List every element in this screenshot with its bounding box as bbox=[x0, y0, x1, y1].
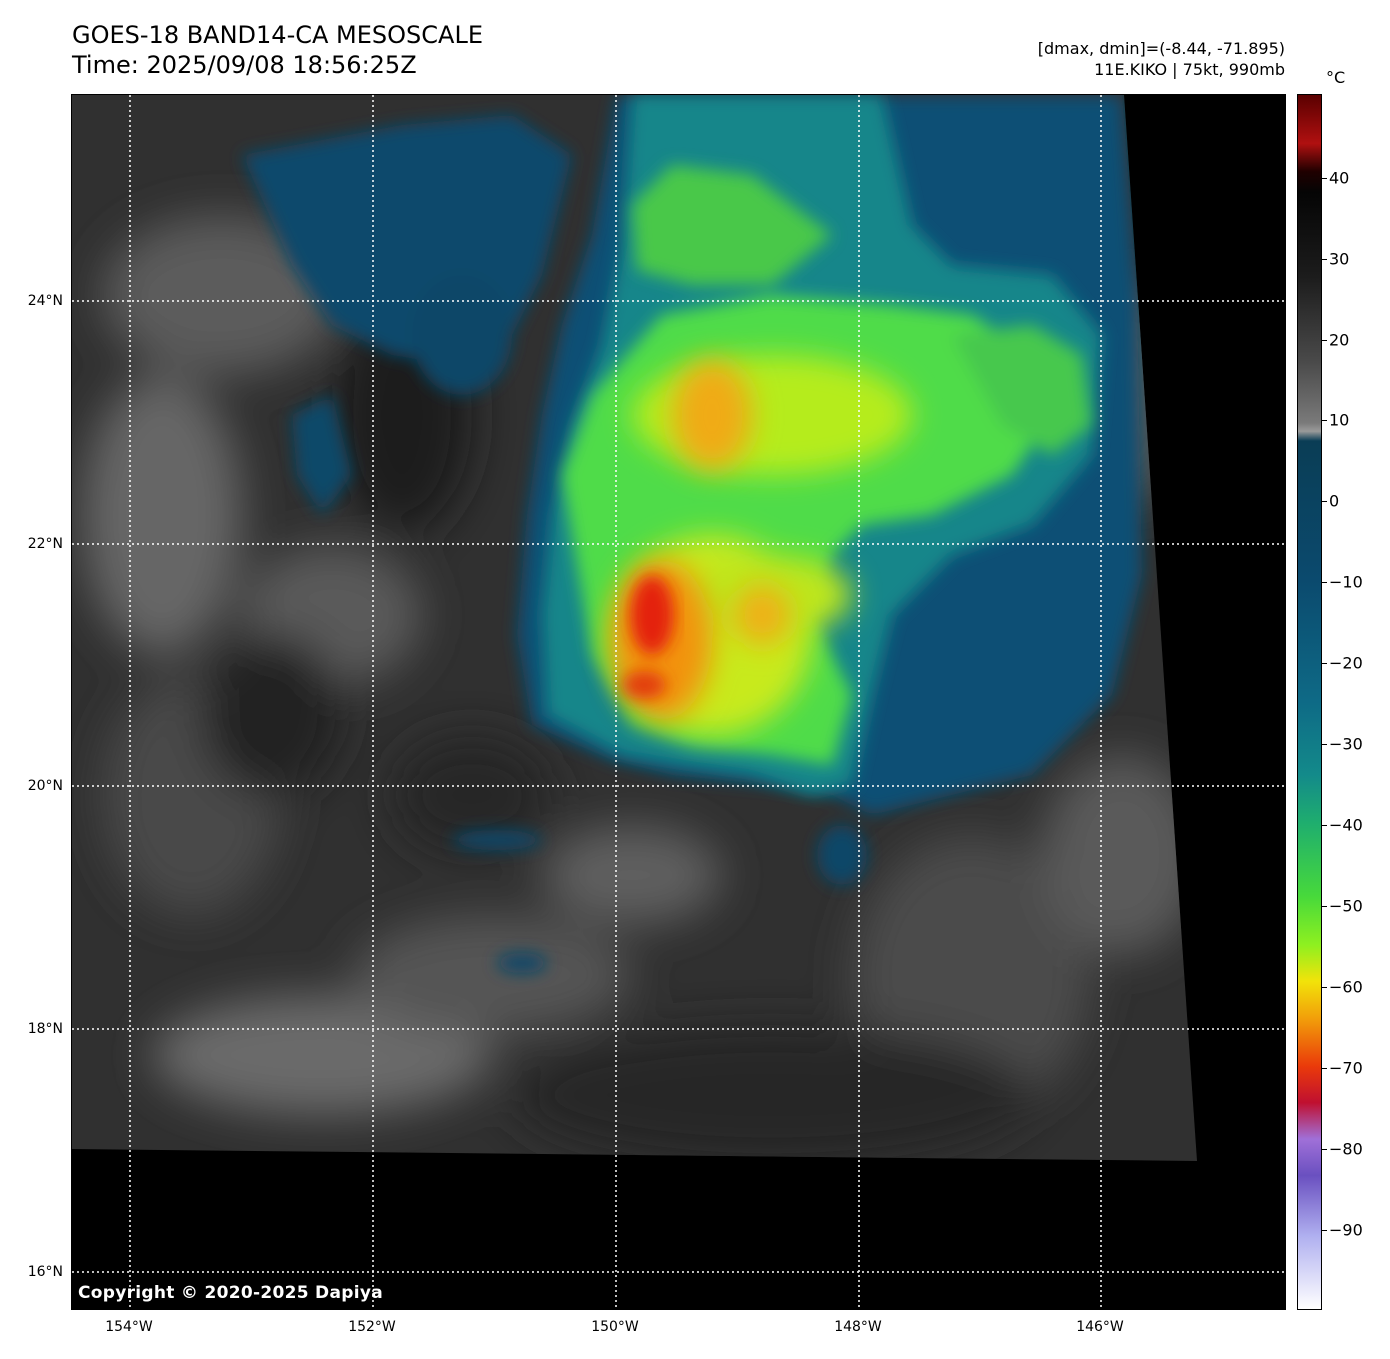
lon-label-154: 154°W bbox=[105, 1319, 153, 1335]
storm-intensity-readout: 11E.KIKO | 75kt, 990mb bbox=[1094, 60, 1285, 79]
lon-label-150: 150°W bbox=[591, 1319, 639, 1335]
colorbar-label-minus90: −90 bbox=[1329, 1220, 1363, 1240]
colorbar-tick bbox=[1322, 420, 1327, 421]
colorbar-label-minus70: −70 bbox=[1329, 1058, 1363, 1078]
lon-label-146: 146°W bbox=[1076, 1319, 1124, 1335]
colorbar-label-minus20: −20 bbox=[1329, 653, 1363, 673]
colorbar-label-minus80: −80 bbox=[1329, 1139, 1363, 1159]
colorbar-label-minus50: −50 bbox=[1329, 896, 1363, 916]
colorbar-unit: °C bbox=[1326, 68, 1346, 87]
colorbar-label-40: 40 bbox=[1329, 168, 1350, 188]
imagery-swath bbox=[72, 95, 1197, 1161]
colorbar-label-30: 30 bbox=[1329, 249, 1350, 269]
lat-label-22: 22°N bbox=[27, 536, 63, 552]
colorbar-tick bbox=[1322, 340, 1327, 341]
satellite-map: Copyright © 2020-2025 Dapiya bbox=[71, 94, 1286, 1310]
colorbar-label-10: 10 bbox=[1329, 410, 1350, 430]
colorbar-label-minus40: −40 bbox=[1329, 815, 1363, 835]
lat-label-18: 18°N bbox=[27, 1021, 63, 1037]
dmax-dmin-readout: [dmax, dmin]=(-8.44, -71.895) bbox=[1037, 39, 1285, 58]
colorbar-tick bbox=[1322, 744, 1327, 745]
title-line-time: Time: 2025/09/08 18:56:25Z bbox=[72, 51, 417, 79]
lon-label-148: 148°W bbox=[834, 1319, 882, 1335]
colorbar-tick bbox=[1322, 663, 1327, 664]
colorbar-tick bbox=[1322, 259, 1327, 260]
storm-info: [dmax, dmin]=(-8.44, -71.895) 11E.KIKO |… bbox=[1038, 38, 1285, 80]
lat-label-24: 24°N bbox=[27, 293, 63, 309]
colorbar-tick bbox=[1322, 501, 1327, 502]
colorbar-label-minus10: −10 bbox=[1329, 572, 1363, 592]
coldest-tops-red bbox=[622, 575, 674, 699]
colorbar-tick bbox=[1322, 1149, 1327, 1150]
colorbar-label-0: 0 bbox=[1329, 491, 1340, 511]
low-cloud-texture bbox=[82, 215, 1197, 1161]
colorbar-tick bbox=[1322, 825, 1327, 826]
colorbar-tick bbox=[1322, 1068, 1327, 1069]
lon-label-152: 152°W bbox=[348, 1319, 396, 1335]
title-line-product: GOES-18 BAND14-CA MESOSCALE bbox=[72, 21, 483, 49]
figure-title: GOES-18 BAND14-CA MESOSCALE Time: 2025/0… bbox=[72, 20, 483, 80]
copyright-notice: Copyright © 2020-2025 Dapiya bbox=[78, 1283, 383, 1303]
colorbar-tick bbox=[1322, 1230, 1327, 1231]
temperature-colorbar bbox=[1297, 94, 1322, 1310]
colorbar-tick bbox=[1322, 178, 1327, 179]
colorbar-label-20: 20 bbox=[1329, 330, 1350, 350]
colorbar-tick bbox=[1322, 582, 1327, 583]
colorbar-tick bbox=[1322, 906, 1327, 907]
satellite-imagery bbox=[72, 95, 1285, 1309]
colorbar-tick bbox=[1322, 987, 1327, 988]
lat-label-16: 16°N bbox=[27, 1264, 63, 1280]
colorbar-label-minus30: −30 bbox=[1329, 734, 1363, 754]
colorbar-label-minus60: −60 bbox=[1329, 977, 1363, 997]
lat-label-20: 20°N bbox=[27, 778, 63, 794]
